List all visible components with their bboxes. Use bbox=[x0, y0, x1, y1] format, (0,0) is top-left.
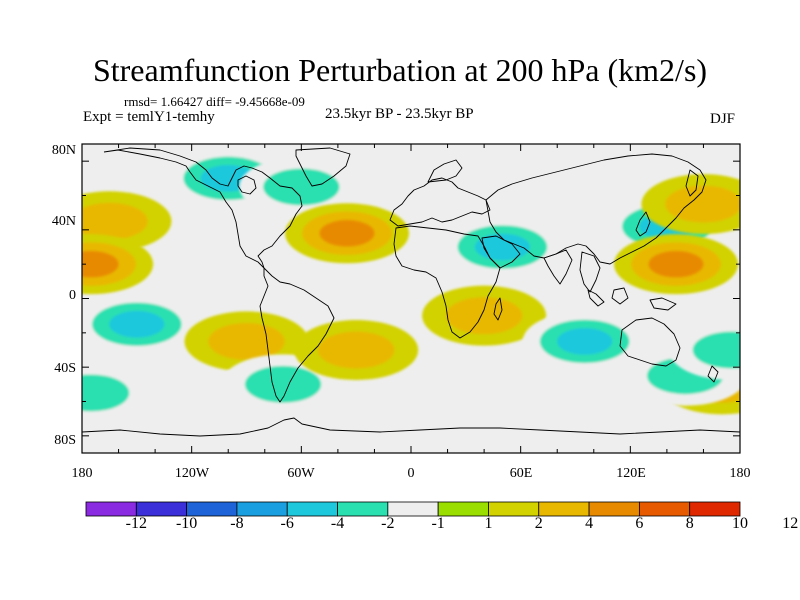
coastline-antarctica bbox=[82, 417, 740, 437]
x-tick-label: 120W bbox=[174, 466, 210, 481]
colorbar-swatch bbox=[286, 501, 338, 517]
coastline-arabia bbox=[481, 235, 521, 269]
season-label: DJF bbox=[710, 111, 736, 127]
anomaly-9 bbox=[614, 234, 739, 295]
colorbar-label: -1 bbox=[431, 515, 445, 532]
contour-band bbox=[318, 331, 395, 369]
colorbar-label: -4 bbox=[330, 515, 345, 532]
anomaly-6 bbox=[440, 217, 565, 277]
coastline-europe bbox=[389, 177, 491, 227]
colorbar-swatch bbox=[135, 501, 188, 517]
coastline-africa bbox=[393, 225, 501, 339]
y-tick-label: 80S bbox=[54, 433, 76, 448]
y-tick-label: 40S bbox=[54, 361, 76, 376]
colorbar-label: 12 bbox=[782, 515, 799, 532]
chart-title: Streamfunction Perturbation at 200 hPa (… bbox=[92, 52, 708, 88]
x-tick-label: 60E bbox=[509, 466, 533, 481]
coastline-japan bbox=[635, 211, 651, 237]
contour-band bbox=[445, 297, 523, 335]
contour-band bbox=[557, 328, 613, 355]
coastline-sumatra bbox=[587, 289, 605, 307]
stats-line: rmsd= 1.66427 diff= -9.45668e-09 bbox=[124, 94, 305, 109]
contour-band bbox=[263, 168, 340, 206]
colorbar-label: -8 bbox=[230, 515, 244, 532]
y-tick-label: 80N bbox=[51, 143, 76, 158]
colorbar-label: 8 bbox=[685, 515, 694, 532]
colorbar-swatch bbox=[186, 501, 238, 517]
colorbar-label: -10 bbox=[175, 515, 198, 532]
anomaly-11 bbox=[522, 311, 647, 372]
colorbar-swatch bbox=[337, 501, 389, 517]
contour-band bbox=[665, 185, 740, 223]
coastline-australia bbox=[619, 317, 681, 367]
contour-band bbox=[244, 365, 322, 403]
colorbar-label: -2 bbox=[381, 515, 395, 532]
y-tick-label: 0 bbox=[69, 288, 76, 303]
period-label: 23.5kyr BP - 23.5kyr BP bbox=[325, 106, 474, 122]
anomaly-17 bbox=[82, 362, 154, 423]
coastline-new-guinea bbox=[649, 297, 677, 311]
colorbar-label: 2 bbox=[534, 515, 543, 532]
contour-band bbox=[474, 233, 530, 261]
colorbar-label: -6 bbox=[280, 515, 294, 532]
colorbar-label: 4 bbox=[585, 515, 594, 532]
x-tick-label: 60W bbox=[287, 466, 315, 481]
colorbar-swatch bbox=[538, 501, 590, 517]
coastline-south-america bbox=[259, 267, 335, 403]
contour-band bbox=[319, 219, 375, 247]
contour-fill-layer bbox=[82, 148, 740, 423]
coastline-kamchatka bbox=[685, 169, 699, 197]
colorbar-label: 10 bbox=[732, 515, 748, 532]
colorbar-label: 1 bbox=[484, 515, 493, 532]
coastlines bbox=[82, 147, 740, 437]
contour-band bbox=[82, 202, 148, 240]
colorbar-swatch bbox=[638, 501, 691, 517]
anomaly-18 bbox=[668, 320, 740, 380]
coastline-india bbox=[543, 249, 573, 285]
anomaly-5 bbox=[285, 203, 410, 264]
contour-band bbox=[82, 374, 130, 412]
contour-band bbox=[109, 310, 165, 338]
anomaly-8 bbox=[641, 174, 740, 235]
anomaly-14 bbox=[294, 320, 419, 380]
anomaly-1 bbox=[82, 234, 154, 295]
x-tick-label: 0 bbox=[407, 466, 415, 481]
coastline-greenland bbox=[295, 147, 351, 187]
coastline-new-zealand bbox=[707, 365, 719, 383]
x-tick-label: 180 bbox=[71, 466, 93, 481]
coastline-asia bbox=[485, 153, 707, 265]
colorbar-swatch bbox=[588, 501, 640, 517]
coastline-north-america bbox=[103, 147, 303, 269]
colorbar-swatch bbox=[85, 501, 137, 517]
colorbar-label: 6 bbox=[635, 515, 644, 532]
coastline-scandinavia bbox=[427, 159, 463, 183]
anomaly-10 bbox=[422, 285, 547, 346]
anomaly-2 bbox=[82, 294, 199, 355]
colorbar bbox=[85, 501, 741, 517]
contour-band bbox=[82, 250, 119, 278]
coastline-madagascar bbox=[493, 297, 503, 321]
colorbar-swatch bbox=[689, 501, 741, 517]
colorbar-swatch bbox=[387, 501, 439, 517]
contour-band bbox=[208, 322, 285, 360]
colorbar-swatch bbox=[236, 501, 288, 517]
colorbar-swatch bbox=[488, 501, 540, 517]
colorbar-swatch bbox=[437, 501, 489, 517]
coastline-indochina bbox=[579, 251, 601, 293]
contour-band bbox=[692, 331, 740, 369]
y-tick-label: 40N bbox=[51, 214, 76, 229]
x-tick-label: 120E bbox=[616, 466, 646, 481]
coastline-hudson-bay bbox=[237, 175, 257, 195]
colorbar-label: -12 bbox=[125, 515, 147, 532]
coastline-borneo bbox=[611, 287, 629, 305]
anomaly-4 bbox=[239, 156, 364, 217]
axis-ticks bbox=[81, 144, 741, 453]
experiment-label: Expt = temlY1-temhy bbox=[83, 109, 215, 125]
x-tick-label: 180 bbox=[729, 466, 751, 481]
contour-band bbox=[648, 250, 704, 278]
